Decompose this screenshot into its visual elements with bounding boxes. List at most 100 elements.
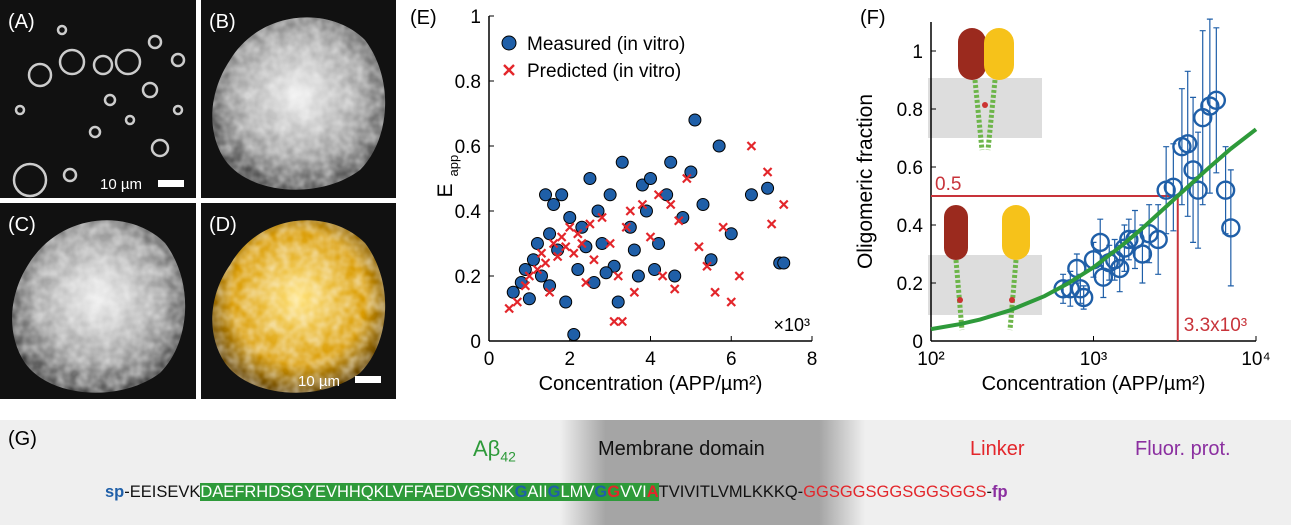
point [518,263,532,276]
scale-bar [355,376,381,383]
residue: A [646,483,659,501]
point [629,287,640,298]
point [530,237,544,250]
point [555,188,569,202]
point [577,238,587,249]
y-axis-label: Oligomeric fraction [854,94,877,269]
scale-bar [158,180,184,187]
point [615,155,629,169]
legend-label: Measured (in vitro) [527,34,685,55]
error-bar [1227,169,1234,287]
panel-label: (G) [8,428,37,450]
scale-bar-label: 10 µm [100,176,142,193]
scale-bar-label: 10 µm [298,373,340,390]
point [524,271,535,281]
reference-label: 3.3x10³ [1184,315,1247,336]
point [547,198,561,211]
point [1206,90,1227,111]
point [1178,134,1198,154]
fit-line [930,127,1258,332]
y-tick-label: 0 [470,332,481,353]
panel-label: (A) [8,11,35,33]
y-tick-label: 0.8 [455,72,481,93]
y-tick-label: 0.6 [455,137,481,158]
point [597,212,607,223]
point [664,155,678,169]
point [617,316,628,327]
point [696,198,710,211]
cell-texture [12,220,186,393]
point [660,188,674,202]
image-a [0,0,196,198]
panel-label: (E) [410,7,437,29]
residue: TVIVITLVMLKKKQ- [658,483,804,501]
error-bar [1178,88,1185,206]
membrane-cartoon [928,28,1042,331]
point [734,271,745,281]
residue: - [986,483,993,501]
point [543,227,557,241]
x-tick-label: 8 [807,349,818,370]
x-tick-label: 0 [484,349,495,370]
point [621,222,632,233]
point [673,215,684,226]
residue: G [547,483,561,501]
point [657,271,668,281]
point [1073,287,1094,308]
x-tick-label: 2 [564,349,575,370]
point [665,199,676,210]
point [631,269,645,283]
error-bar [1195,131,1202,249]
cell-texture [212,220,386,393]
point [603,188,617,202]
point [648,263,662,276]
point [605,238,615,249]
point [645,232,656,242]
point [623,220,637,234]
region-label: Aβ42 [473,436,516,464]
charts: (A) 10 µm (B) (C) (D) 10 µm (E) 0 0.2 0.4 0.… [0,0,1271,399]
residue: fp [992,483,1008,501]
error-bar [1146,204,1153,264]
panel-label: (D) [209,214,237,236]
residue: LMV [560,483,595,501]
region-label: Membrane domain [598,438,765,460]
point [599,266,613,280]
point [694,241,704,252]
point [637,199,648,210]
residue: G [514,483,528,501]
point [761,181,775,195]
point [1221,218,1241,238]
point [532,264,543,275]
error-bar [1184,70,1191,217]
y-tick-label: 0.6 [897,158,923,179]
residue: sp [105,483,125,501]
point [704,253,718,267]
region-label: Linker [970,438,1025,460]
point [569,248,579,259]
point [506,285,520,299]
error-bar [1199,30,1206,206]
point [688,113,702,127]
residue: G [594,483,608,501]
residue: -EEISEVK [124,483,201,501]
point [1215,180,1236,200]
point [539,188,553,202]
point [668,269,682,283]
y-tick-label: 0.4 [897,216,924,237]
panel-label: (F) [860,7,886,29]
point [1110,258,1130,279]
point [1119,229,1139,250]
region-label: Fluor. prot. [1135,438,1231,460]
point [543,279,557,293]
point [548,238,559,249]
point [559,295,573,309]
point [581,277,591,288]
point [613,271,623,281]
point [573,228,583,239]
error-bar [1106,244,1113,281]
point [778,199,789,210]
point [564,222,575,233]
point [595,237,609,250]
